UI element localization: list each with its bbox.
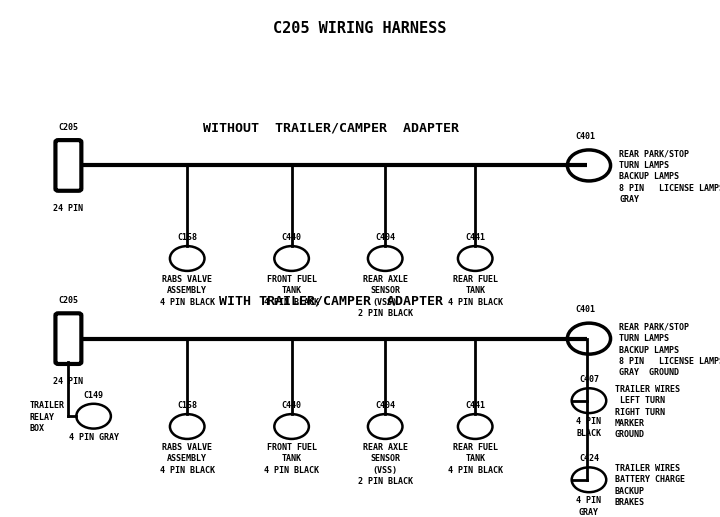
Text: 4 PIN BLACK: 4 PIN BLACK [264,466,319,475]
Text: GRAY  GROUND: GRAY GROUND [619,368,679,377]
Text: BACKUP LAMPS: BACKUP LAMPS [619,345,679,355]
Text: REAR PARK/STOP: REAR PARK/STOP [619,323,689,332]
Text: 8 PIN   LICENSE LAMPS: 8 PIN LICENSE LAMPS [619,357,720,366]
Text: C404: C404 [375,401,395,410]
Text: WITHOUT  TRAILER/CAMPER  ADAPTER: WITHOUT TRAILER/CAMPER ADAPTER [203,121,459,135]
Text: TURN LAMPS: TURN LAMPS [619,161,669,170]
Circle shape [76,404,111,429]
Text: REAR AXLE: REAR AXLE [363,443,408,452]
Text: C441: C441 [465,401,485,410]
Text: TANK: TANK [282,454,302,463]
Text: SENSOR: SENSOR [370,286,400,295]
Text: FRONT FUEL: FRONT FUEL [266,443,317,452]
Circle shape [458,246,492,271]
Text: C424: C424 [579,454,599,463]
Text: C404: C404 [375,233,395,242]
Circle shape [274,246,309,271]
Circle shape [368,246,402,271]
Text: REAR FUEL: REAR FUEL [453,443,498,452]
Text: RELAY: RELAY [30,413,55,422]
Text: C205: C205 [58,123,78,132]
Text: C149: C149 [84,391,104,400]
Circle shape [458,414,492,439]
Text: 24 PIN: 24 PIN [53,204,84,213]
Text: 24 PIN: 24 PIN [53,377,84,386]
Text: 4 PIN BLACK: 4 PIN BLACK [448,298,503,307]
Circle shape [170,414,204,439]
Text: BLACK: BLACK [577,429,601,437]
Text: GRAY: GRAY [619,195,639,204]
Circle shape [567,323,611,354]
Text: GROUND: GROUND [615,430,645,439]
Text: C440: C440 [282,401,302,410]
Text: BACKUP: BACKUP [615,486,645,496]
Text: TANK: TANK [465,454,485,463]
Text: C401: C401 [575,305,595,314]
Text: (VSS): (VSS) [373,298,397,307]
Text: RABS VALVE: RABS VALVE [162,443,212,452]
Circle shape [572,388,606,413]
Text: TURN LAMPS: TURN LAMPS [619,334,669,343]
Text: 2 PIN BLACK: 2 PIN BLACK [358,477,413,486]
Text: C440: C440 [282,233,302,242]
Text: C158: C158 [177,401,197,410]
Text: (VSS): (VSS) [373,466,397,475]
Text: C158: C158 [177,233,197,242]
Text: TANK: TANK [282,286,302,295]
Circle shape [170,246,204,271]
Text: FRONT FUEL: FRONT FUEL [266,275,317,284]
Text: TRAILER: TRAILER [30,401,65,410]
Circle shape [567,150,611,181]
Text: C407: C407 [579,375,599,384]
Text: WITH TRAILER/CAMPER  ADAPTER: WITH TRAILER/CAMPER ADAPTER [219,295,444,308]
Text: REAR PARK/STOP: REAR PARK/STOP [619,149,689,159]
Text: REAR AXLE: REAR AXLE [363,275,408,284]
Text: 8 PIN   LICENSE LAMPS: 8 PIN LICENSE LAMPS [619,184,720,193]
Text: LEFT TURN: LEFT TURN [615,396,665,405]
Text: ASSEMBLY: ASSEMBLY [167,286,207,295]
Text: BOX: BOX [30,424,45,433]
Text: C205 WIRING HARNESS: C205 WIRING HARNESS [274,21,446,36]
Text: 4 PIN BLACK: 4 PIN BLACK [160,466,215,475]
Text: TRAILER WIRES: TRAILER WIRES [615,385,680,394]
FancyBboxPatch shape [55,140,81,191]
Text: C401: C401 [575,132,595,141]
Text: SENSOR: SENSOR [370,454,400,463]
Text: GRAY: GRAY [579,508,599,516]
Text: TRAILER WIRES: TRAILER WIRES [615,464,680,473]
Text: 4 PIN: 4 PIN [577,496,601,505]
Text: REAR FUEL: REAR FUEL [453,275,498,284]
Text: 4 PIN GRAY: 4 PIN GRAY [68,433,119,442]
FancyBboxPatch shape [55,313,81,364]
Text: 2 PIN BLACK: 2 PIN BLACK [358,309,413,318]
Text: 4 PIN BLACK: 4 PIN BLACK [448,466,503,475]
Text: BATTERY CHARGE: BATTERY CHARGE [615,475,685,484]
Text: C205: C205 [58,296,78,305]
Text: BRAKES: BRAKES [615,498,645,507]
Text: C441: C441 [465,233,485,242]
Circle shape [572,467,606,492]
Circle shape [274,414,309,439]
Circle shape [368,414,402,439]
Text: RABS VALVE: RABS VALVE [162,275,212,284]
Text: MARKER: MARKER [615,419,645,428]
Text: TANK: TANK [465,286,485,295]
Text: 4 PIN BLACK: 4 PIN BLACK [264,298,319,307]
Text: ASSEMBLY: ASSEMBLY [167,454,207,463]
Text: RIGHT TURN: RIGHT TURN [615,407,665,417]
Text: BACKUP LAMPS: BACKUP LAMPS [619,172,679,181]
Text: 4 PIN: 4 PIN [577,417,601,426]
Text: 4 PIN BLACK: 4 PIN BLACK [160,298,215,307]
